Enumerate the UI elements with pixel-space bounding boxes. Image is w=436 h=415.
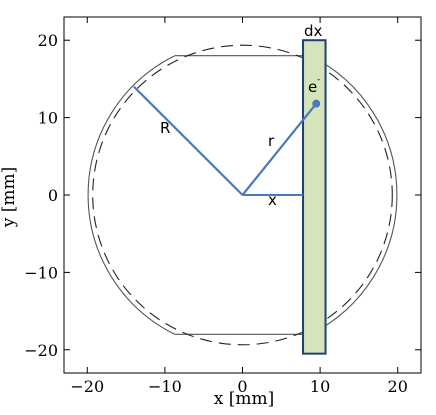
axis-ticks: −20 −10 0 10 20 −20 −10 0 10 20 bbox=[24, 17, 421, 396]
label-x: x bbox=[268, 191, 277, 209]
dx-strip bbox=[302, 39, 327, 355]
x-tick-label: 0 bbox=[237, 377, 247, 396]
y-tick-label: −20 bbox=[24, 341, 58, 360]
label-electron: e bbox=[308, 78, 317, 96]
radius-r-line bbox=[241, 102, 318, 196]
label-R: R bbox=[160, 119, 170, 137]
x-axis-title: x [mm] bbox=[214, 389, 275, 409]
y-tick-label: 20 bbox=[38, 31, 58, 50]
electron-point bbox=[312, 99, 321, 108]
dashed-reference-circle bbox=[92, 44, 393, 346]
x-tick-label: −10 bbox=[148, 377, 182, 396]
y-tick-label: −10 bbox=[24, 263, 58, 282]
label-r: r bbox=[268, 132, 275, 150]
y-tick-label: 10 bbox=[38, 109, 58, 128]
radius-R-line bbox=[133, 85, 244, 196]
detector-outer-outline bbox=[87, 55, 398, 335]
label-dx: dx bbox=[304, 22, 323, 40]
x-tick-label: 20 bbox=[388, 377, 408, 396]
x-tick-label: −20 bbox=[70, 377, 104, 396]
y-tick-label: 0 bbox=[48, 186, 58, 205]
y-axis-title: y [mm] bbox=[0, 167, 19, 229]
x-tick-label: 10 bbox=[310, 377, 330, 396]
label-electron-superscript: - bbox=[317, 75, 320, 85]
